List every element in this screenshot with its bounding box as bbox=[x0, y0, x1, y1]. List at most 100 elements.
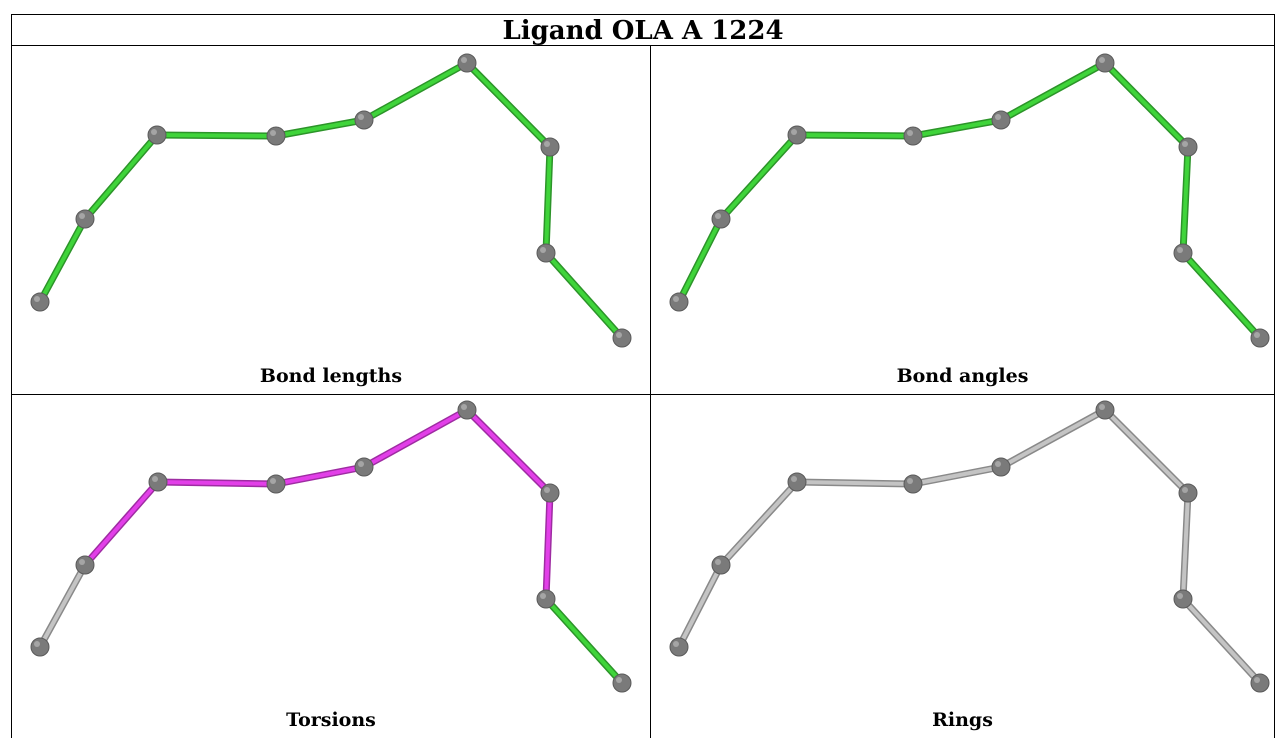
atom-highlight bbox=[995, 114, 1001, 120]
atom bbox=[612, 673, 632, 693]
bond bbox=[795, 133, 915, 138]
atom bbox=[148, 472, 168, 492]
bond bbox=[677, 217, 723, 304]
atom bbox=[669, 637, 689, 657]
bond bbox=[544, 251, 624, 340]
bond bbox=[38, 563, 87, 649]
atom-highlight bbox=[544, 141, 550, 147]
atom bbox=[1095, 53, 1115, 73]
atom bbox=[30, 292, 50, 312]
atom-highlight bbox=[1182, 487, 1188, 493]
bond bbox=[1181, 597, 1262, 685]
atom bbox=[991, 110, 1011, 130]
panel-bond-angles: Bond angles bbox=[650, 45, 1275, 395]
caption-torsions: Torsions bbox=[286, 709, 376, 731]
atom bbox=[30, 637, 50, 657]
atom bbox=[1178, 483, 1198, 503]
atom-highlight bbox=[358, 461, 364, 467]
atom-highlight bbox=[152, 476, 158, 482]
atom bbox=[991, 457, 1011, 477]
atom bbox=[75, 555, 95, 575]
atom-highlight bbox=[673, 641, 679, 647]
bond bbox=[544, 145, 552, 255]
atom-highlight bbox=[270, 478, 276, 484]
atom bbox=[669, 292, 689, 312]
atom bbox=[1173, 243, 1193, 263]
bond bbox=[362, 61, 469, 122]
atom bbox=[457, 53, 477, 73]
panel-torsions: Torsions bbox=[11, 394, 651, 738]
bond bbox=[83, 480, 160, 567]
atom bbox=[903, 474, 923, 494]
atom-highlight bbox=[907, 130, 913, 136]
bond bbox=[465, 408, 552, 495]
atom-highlight bbox=[1099, 404, 1105, 410]
molecule-torsions bbox=[30, 400, 632, 693]
caption-bond-lengths: Bond lengths bbox=[259, 365, 403, 387]
caption-bond-angles: Bond angles bbox=[896, 365, 1029, 387]
atom bbox=[75, 209, 95, 229]
bond bbox=[38, 217, 87, 304]
bond bbox=[1181, 491, 1190, 601]
bond bbox=[155, 133, 278, 138]
atom-highlight bbox=[34, 641, 40, 647]
atom bbox=[147, 125, 167, 145]
atom bbox=[354, 110, 374, 130]
bond bbox=[1103, 408, 1190, 495]
bond bbox=[795, 480, 915, 486]
atom bbox=[540, 137, 560, 157]
atom-highlight bbox=[616, 332, 622, 338]
atom bbox=[266, 474, 286, 494]
atom bbox=[266, 126, 286, 146]
atom bbox=[903, 126, 923, 146]
bond bbox=[1181, 251, 1262, 340]
bond bbox=[911, 118, 1003, 138]
panel-rings: Rings bbox=[650, 394, 1275, 738]
molecule-bond-angles bbox=[669, 53, 1270, 348]
atom-highlight bbox=[151, 129, 157, 135]
atom-highlight bbox=[791, 129, 797, 135]
atom bbox=[1095, 400, 1115, 420]
bond bbox=[677, 563, 723, 649]
bond bbox=[362, 408, 469, 469]
atom-highlight bbox=[1254, 332, 1260, 338]
molecule-bond-lengths bbox=[30, 53, 632, 348]
atom-highlight bbox=[34, 296, 40, 302]
atom-highlight bbox=[715, 213, 721, 219]
bond bbox=[544, 491, 552, 601]
atom-highlight bbox=[270, 130, 276, 136]
atom bbox=[1178, 137, 1198, 157]
atom bbox=[1250, 673, 1270, 693]
atom-highlight bbox=[1177, 593, 1183, 599]
bond bbox=[465, 61, 552, 149]
bond bbox=[274, 465, 366, 486]
bond bbox=[544, 597, 624, 685]
bond bbox=[719, 480, 799, 567]
atom-highlight bbox=[791, 476, 797, 482]
bond bbox=[83, 133, 159, 221]
atom-highlight bbox=[540, 593, 546, 599]
atom-highlight bbox=[1182, 141, 1188, 147]
atom bbox=[1173, 589, 1193, 609]
atom bbox=[536, 243, 556, 263]
atom bbox=[540, 483, 560, 503]
figure-title: Ligand OLA A 1224 bbox=[11, 14, 1275, 46]
caption-rings: Rings bbox=[932, 709, 993, 731]
atom-highlight bbox=[1254, 677, 1260, 683]
bond bbox=[719, 133, 799, 221]
bond bbox=[999, 408, 1107, 469]
atom bbox=[457, 400, 477, 420]
atom-highlight bbox=[616, 677, 622, 683]
atom-highlight bbox=[540, 247, 546, 253]
bond bbox=[1181, 145, 1190, 255]
atom-highlight bbox=[461, 57, 467, 63]
bond bbox=[999, 61, 1107, 122]
atom bbox=[536, 589, 556, 609]
atom bbox=[711, 555, 731, 575]
atom bbox=[787, 125, 807, 145]
atom-highlight bbox=[673, 296, 679, 302]
atom-highlight bbox=[1177, 247, 1183, 253]
panel-bond-lengths: Bond lengths bbox=[11, 45, 651, 395]
molecule-rings bbox=[669, 400, 1270, 693]
